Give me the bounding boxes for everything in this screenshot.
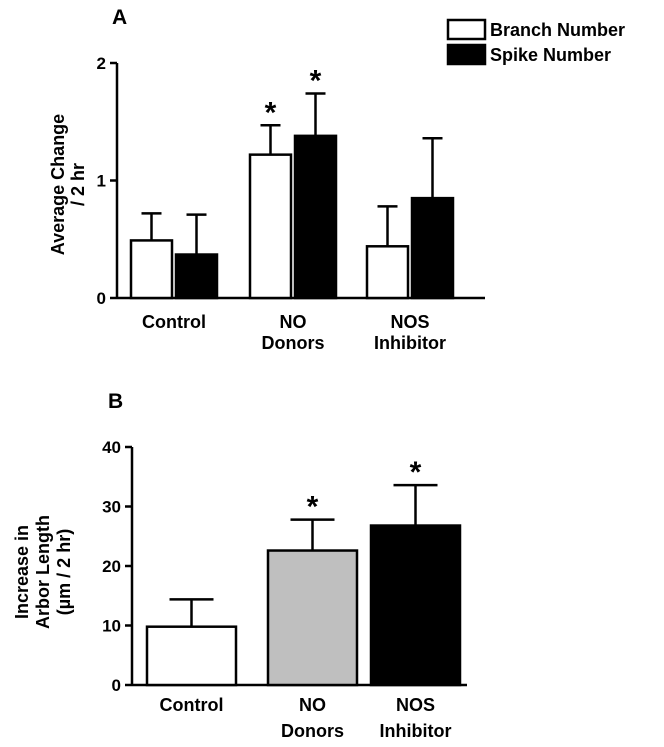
significance-marker: * (265, 96, 277, 129)
category-label: Donors (281, 721, 344, 741)
bar (410, 196, 455, 300)
significance-marker: * (310, 65, 322, 98)
legend-label: Spike Number (490, 45, 611, 65)
y-axis-label-line: Average Change (48, 114, 68, 255)
panel-b-label: B (108, 390, 123, 413)
category-label: Inhibitor (380, 721, 452, 741)
category-label: Donors (262, 333, 325, 353)
panel-a: A 0 1 2 Average Change/ 2 hr Control * * NODonor… (48, 6, 625, 353)
category-label: Control (142, 312, 206, 332)
legend-swatch (446, 43, 487, 66)
significance-marker: * (410, 456, 422, 489)
bar (174, 253, 219, 300)
category-label: NOS (390, 312, 429, 332)
bar (129, 239, 174, 300)
y-axis-label-line: (µm / 2 hr) (54, 529, 74, 615)
bar (369, 524, 462, 687)
category-label: NOS (396, 695, 435, 715)
y-tick-label: 30 (102, 498, 121, 517)
category-label: Inhibitor (374, 333, 446, 353)
y-axis-label-line: Increase in (12, 525, 32, 619)
y-tick-label: 1 (97, 172, 106, 191)
bar (248, 153, 293, 300)
category-label: Control (160, 695, 224, 715)
category-label: NO (299, 695, 326, 715)
category-label: NO (280, 312, 307, 332)
y-axis-label: Average Change/ 2 hr (48, 114, 88, 255)
bar (365, 245, 410, 300)
bar (266, 549, 359, 687)
bar (293, 134, 338, 300)
y-axis-label-line: / 2 hr (68, 163, 88, 206)
y-tick-label: 2 (97, 54, 106, 73)
legend: Branch Number Spike Number (446, 18, 625, 66)
y-tick-label: 10 (102, 617, 121, 636)
y-axis-label: Increase in Arbor Length (µm / 2 hr) (12, 515, 74, 629)
panel-b: B 0 10 20 30 40 Increase in Arbor Length (µm / 2… (12, 390, 467, 741)
significance-marker: * (307, 491, 319, 524)
panel-a-label: A (112, 6, 127, 29)
y-axis-label-line: Arbor Length (33, 515, 53, 629)
legend-label: Branch Number (490, 20, 625, 40)
y-tick-label: 0 (112, 676, 121, 695)
y-tick-label: 20 (102, 557, 121, 576)
bar (145, 625, 238, 687)
legend-swatch (446, 18, 487, 41)
y-tick-label: 40 (102, 438, 121, 457)
y-tick-label: 0 (97, 289, 106, 308)
